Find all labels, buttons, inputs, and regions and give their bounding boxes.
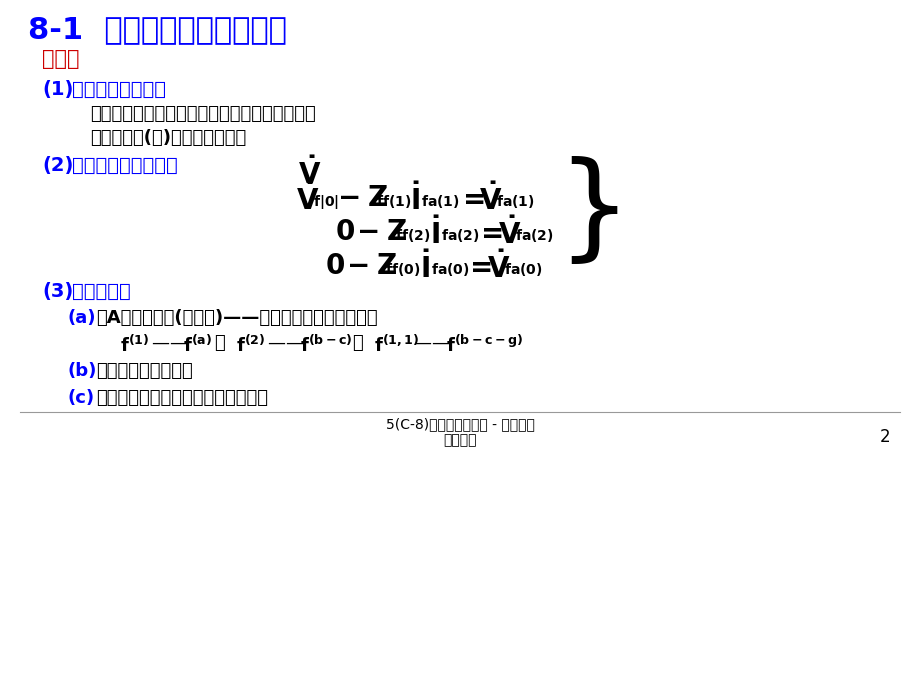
- Text: $\mathbf{\dot{V}}$: $\mathbf{\dot{V}}$: [486, 252, 510, 284]
- Text: $\mathbf{fa(1)}$: $\mathbf{fa(1)}$: [495, 193, 534, 210]
- Text: $\mathbf{-\;Z}$: $\mathbf{-\;Z}$: [356, 218, 407, 246]
- Text: $\mathbf{=}$: $\mathbf{=}$: [457, 184, 484, 212]
- Text: ；: ；: [352, 334, 362, 352]
- Text: $\mathbf{f^{(b-c)}}$: $\mathbf{f^{(b-c)}}$: [300, 335, 352, 356]
- Text: $\mathbf{——}$: $\mathbf{——}$: [151, 334, 187, 352]
- Text: $\mathbf{\dot{I}}$: $\mathbf{\dot{I}}$: [429, 218, 440, 250]
- Text: $\mathbf{f^{(1,1)}}$: $\mathbf{f^{(1,1)}}$: [374, 335, 419, 356]
- Text: $\mathbf{f|0|}$: $\mathbf{f|0|}$: [312, 193, 338, 211]
- Text: $\mathbf{fa(0)}$: $\mathbf{fa(0)}$: [430, 261, 469, 278]
- Text: 假设短路为金属性的: 假设短路为金属性的: [96, 362, 193, 380]
- Text: $\mathdefault{\dot{V}}$: $\mathdefault{\dot{V}}$: [298, 158, 321, 190]
- Text: $\mathbf{\dot{V}}$: $\mathbf{\dot{V}}$: [296, 184, 319, 216]
- Text: 基于序网电压平衡方程，利用短路点边界条件，: 基于序网电压平衡方程，利用短路点边界条件，: [90, 105, 315, 123]
- Text: $\mathbf{ff(0)}$: $\mathbf{ff(0)}$: [384, 261, 420, 278]
- Text: 实用计算时不计元件电阻和对地导纳: 实用计算时不计元件电阻和对地导纳: [96, 389, 267, 407]
- Text: $\mathbf{\dot{V}}$: $\mathbf{\dot{V}}$: [479, 184, 502, 216]
- Text: $\mathbf{——}$: $\mathbf{——}$: [267, 334, 304, 352]
- Text: (a): (a): [68, 309, 96, 327]
- Text: $\mathbf{fa(0)}$: $\mathbf{fa(0)}$: [504, 261, 542, 278]
- Text: $\mathbf{0}$: $\mathbf{0}$: [335, 218, 355, 246]
- Text: $\mathbf{=}$: $\mathbf{=}$: [474, 218, 503, 246]
- Text: 基本原理与思路：: 基本原理与思路：: [72, 80, 165, 99]
- Text: 基本假设：: 基本假设：: [72, 282, 130, 301]
- Text: $\mathbf{-\;Z}$: $\mathbf{-\;Z}$: [346, 252, 397, 280]
- Text: (b): (b): [68, 362, 97, 380]
- Text: $\mathbf{f^{(1)}}$: $\mathbf{f^{(1)}}$: [119, 335, 149, 356]
- Text: (3): (3): [42, 282, 74, 301]
- Text: $\mathbf{f^{(b-c-g)}}$: $\mathbf{f^{(b-c-g)}}$: [446, 335, 522, 356]
- Text: $\mathbf{f^{(2)}}$: $\mathbf{f^{(2)}}$: [236, 335, 265, 356]
- Text: 5(C-8)不对称故障分析 - 电力系统: 5(C-8)不对称故障分析 - 电力系统: [385, 417, 534, 431]
- Text: $\mathbf{ff(1)}$: $\mathbf{ff(1)}$: [376, 193, 411, 210]
- Text: $\mathbf{ff(2)}$: $\mathbf{ff(2)}$: [394, 227, 430, 244]
- Text: $\mathbf{f^{(a)}}$: $\mathbf{f^{(a)}}$: [183, 335, 211, 356]
- Text: $\mathbf{0}$: $\mathbf{0}$: [324, 252, 345, 280]
- Text: $\mathbf{fa(2)}$: $\mathbf{fa(2)}$: [515, 227, 553, 244]
- Text: $\mathbf{fa(1)}$: $\mathbf{fa(1)}$: [421, 193, 459, 210]
- Text: 序网电压平衡方程：: 序网电压平衡方程：: [72, 156, 177, 175]
- Text: $\mathbf{——}$: $\mathbf{——}$: [413, 334, 449, 352]
- Text: 概述：: 概述：: [42, 49, 79, 69]
- Text: 设A相为基准相(参考相)——简单不对称故障的特殊相: 设A相为基准相(参考相)——简单不对称故障的特殊相: [96, 309, 377, 327]
- Text: 8-1  简单不对称短路的分析: 8-1 简单不对称短路的分析: [28, 15, 287, 44]
- Text: $\mathbf{=}$: $\mathbf{=}$: [463, 252, 492, 280]
- Text: (2): (2): [42, 156, 74, 175]
- Text: }: }: [555, 156, 630, 271]
- Text: 2: 2: [879, 428, 890, 446]
- Text: $\mathbf{\dot{I}}$: $\mathbf{\dot{I}}$: [410, 184, 420, 216]
- Text: $\mathbf{fa(2)}$: $\mathbf{fa(2)}$: [440, 227, 479, 244]
- Text: 湖南大学: 湖南大学: [443, 433, 476, 447]
- Text: (1): (1): [42, 80, 74, 99]
- Text: $\mathbf{-\;Z}$: $\mathbf{-\;Z}$: [336, 184, 388, 212]
- Text: 求解故障点(口)各序电压、电流: 求解故障点(口)各序电压、电流: [90, 129, 246, 147]
- Text: ；: ；: [214, 334, 224, 352]
- Text: $\mathbf{\dot{V}}$: $\mathbf{\dot{V}}$: [497, 218, 521, 250]
- Text: (c): (c): [68, 389, 95, 407]
- Text: $\mathbf{\dot{I}}$: $\mathbf{\dot{I}}$: [420, 252, 430, 284]
